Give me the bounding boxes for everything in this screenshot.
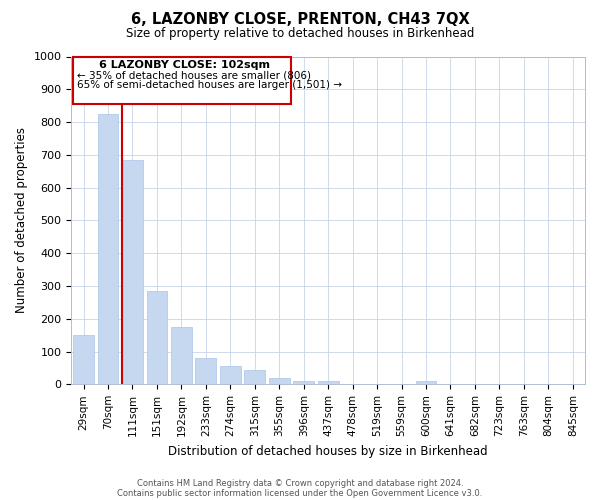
Bar (269, 378, 290, 384)
Bar (196, 358, 216, 384)
Bar (293, 381, 314, 384)
Text: 6, LAZONBY CLOSE, PRENTON, CH43 7QX: 6, LAZONBY CLOSE, PRENTON, CH43 7QX (131, 12, 469, 28)
Bar (318, 381, 338, 384)
Y-axis label: Number of detached properties: Number of detached properties (15, 128, 28, 314)
Bar (73, 335, 94, 384)
Bar (220, 366, 241, 384)
Text: Contains public sector information licensed under the Open Government Licence v3: Contains public sector information licen… (118, 488, 482, 498)
Bar (416, 381, 436, 384)
Bar (98, 114, 118, 384)
X-axis label: Distribution of detached houses by size in Birkenhead: Distribution of detached houses by size … (169, 444, 488, 458)
FancyBboxPatch shape (73, 56, 292, 104)
Bar (122, 160, 143, 384)
Text: Contains HM Land Registry data © Crown copyright and database right 2024.: Contains HM Land Registry data © Crown c… (137, 478, 463, 488)
Text: Size of property relative to detached houses in Birkenhead: Size of property relative to detached ho… (126, 28, 474, 40)
Bar (171, 327, 192, 384)
Bar (244, 370, 265, 384)
Text: 6 LAZONBY CLOSE: 102sqm: 6 LAZONBY CLOSE: 102sqm (99, 60, 270, 70)
Text: ← 35% of detached houses are smaller (806): ← 35% of detached houses are smaller (80… (77, 70, 311, 81)
Bar (146, 291, 167, 384)
Text: 65% of semi-detached houses are larger (1,501) →: 65% of semi-detached houses are larger (… (77, 80, 343, 90)
